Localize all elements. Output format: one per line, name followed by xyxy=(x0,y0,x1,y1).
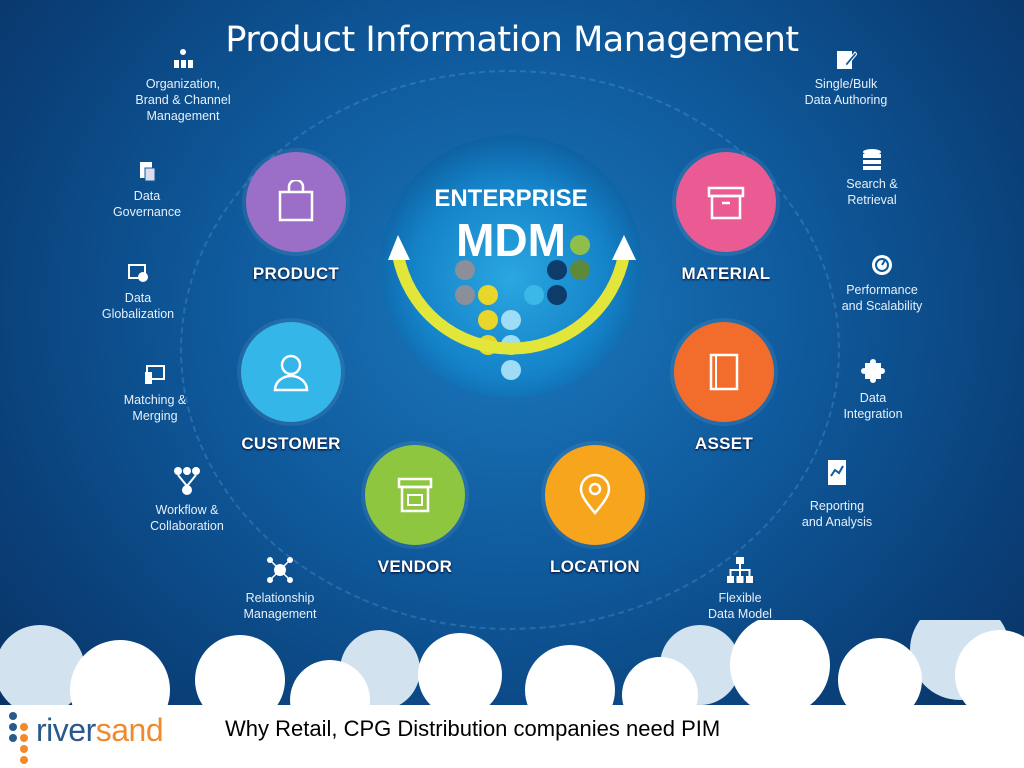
feature-text: Flexible xyxy=(718,591,762,605)
report-icon xyxy=(828,460,846,485)
mdm-dot xyxy=(547,285,567,305)
feature-text: Retrieval xyxy=(847,193,897,207)
mdm-dot xyxy=(478,285,498,305)
product-circle xyxy=(246,152,346,252)
mdm-dot xyxy=(524,285,544,305)
box-icon xyxy=(707,186,745,220)
feature-data-governance: Data Governance xyxy=(62,160,232,220)
monitor-icon xyxy=(145,365,165,384)
logo-part1: river xyxy=(36,712,96,748)
feature-text: Data xyxy=(124,291,152,305)
mdm-dot xyxy=(570,235,590,255)
feature-matching-merging: Matching & Merging xyxy=(70,364,240,424)
asset-circle xyxy=(674,322,774,422)
network-icon xyxy=(267,557,293,583)
database-icon xyxy=(863,149,881,170)
riversand-logo: riversand xyxy=(8,710,168,766)
footer-subtitle: Why Retail, CPG Distribution companies n… xyxy=(225,716,721,741)
feature-text: Workflow & xyxy=(155,503,219,517)
feature-relationship-management: Relationship Management xyxy=(195,556,365,622)
feature-text: and Analysis xyxy=(801,515,873,529)
mdm-dot xyxy=(547,260,567,280)
shopping-bag-icon xyxy=(278,180,314,222)
location-label: LOCATION xyxy=(550,557,640,576)
feature-text: Collaboration xyxy=(150,519,224,533)
mdm-dot xyxy=(455,260,475,280)
feature-data-globalization: Data Globalization xyxy=(53,262,223,322)
feature-text: Data Authoring xyxy=(804,93,888,107)
feature-text: Data Model xyxy=(708,607,772,621)
vendor-circle xyxy=(365,445,465,545)
customer-circle xyxy=(241,322,341,422)
person-icon xyxy=(273,354,309,392)
customer-label: CUSTOMER xyxy=(241,434,341,453)
asset-label: ASSET xyxy=(694,434,754,453)
hierarchy-icon xyxy=(727,557,753,583)
mdm-dot xyxy=(478,310,498,330)
mdm-line1: ENTERPRISE xyxy=(434,185,588,212)
feature-text: Management xyxy=(146,109,220,123)
slide-title: Product Information Management xyxy=(225,20,799,60)
material-label: MATERIAL xyxy=(681,264,771,283)
feature-data-integration: Data Integration xyxy=(788,358,958,422)
feature-search-retrieval: Search & Retrieval xyxy=(787,148,957,208)
feature-data-authoring: Single/Bulk Data Authoring xyxy=(761,48,931,108)
feature-text: Management xyxy=(243,607,317,621)
feature-text: Single/Bulk xyxy=(814,77,878,91)
enterprise-mdm-hub: ENTERPRISE MDM xyxy=(380,135,642,397)
feature-text: Globalization xyxy=(101,307,175,321)
feature-flexible-data-model: Flexible Data Model xyxy=(655,556,825,622)
globe-screen-icon xyxy=(128,264,148,282)
mdm-dot xyxy=(570,260,590,280)
feature-text: Search & xyxy=(846,177,898,191)
feature-performance-scalability: Performance and Scalability xyxy=(797,254,967,314)
logo-text: riversand xyxy=(36,712,164,749)
feature-text: Brand & Channel xyxy=(135,93,231,107)
yellow-cycle-arrow-icon xyxy=(388,235,636,355)
logo-part2: sand xyxy=(95,712,164,748)
feature-text: Relationship xyxy=(245,591,315,605)
feature-text: Integration xyxy=(843,407,903,421)
feature-text: Data xyxy=(133,189,161,203)
puzzle-icon xyxy=(861,359,885,383)
vendor-label: VENDOR xyxy=(377,557,453,576)
mdm-dot xyxy=(455,285,475,305)
document-icon xyxy=(140,162,156,182)
logo-dots-icon xyxy=(9,712,28,764)
feature-text: Matching & xyxy=(123,393,187,407)
feature-text: and Scalability xyxy=(841,299,923,313)
mdm-dot xyxy=(501,310,521,330)
location-circle xyxy=(545,445,645,545)
feature-text: Governance xyxy=(112,205,182,219)
feature-text: Organization, xyxy=(145,77,221,91)
mdm-line2: MDM xyxy=(456,214,566,266)
clouds-decoration xyxy=(0,620,1024,768)
product-label: PRODUCT xyxy=(252,264,340,283)
decorative-ring xyxy=(180,70,840,630)
workflow-icon xyxy=(174,467,200,495)
book-icon xyxy=(709,353,739,391)
map-pin-icon xyxy=(579,473,611,515)
feature-workflow-collaboration: Workflow & Collaboration xyxy=(102,466,272,534)
feature-text: Performance xyxy=(846,283,918,297)
feature-text: Merging xyxy=(132,409,178,423)
org-chart-icon xyxy=(174,49,193,68)
edit-icon xyxy=(837,51,857,69)
mdm-dot xyxy=(501,360,521,380)
storefront-icon xyxy=(397,477,433,513)
feature-text: Reporting xyxy=(809,499,865,513)
feature-text: Data xyxy=(859,391,887,405)
feature-organization-management: Organization, Brand & Channel Management xyxy=(98,48,268,124)
feature-reporting-analysis: Reporting and Analysis xyxy=(752,458,922,530)
gauge-icon xyxy=(872,255,892,275)
material-circle xyxy=(676,152,776,252)
